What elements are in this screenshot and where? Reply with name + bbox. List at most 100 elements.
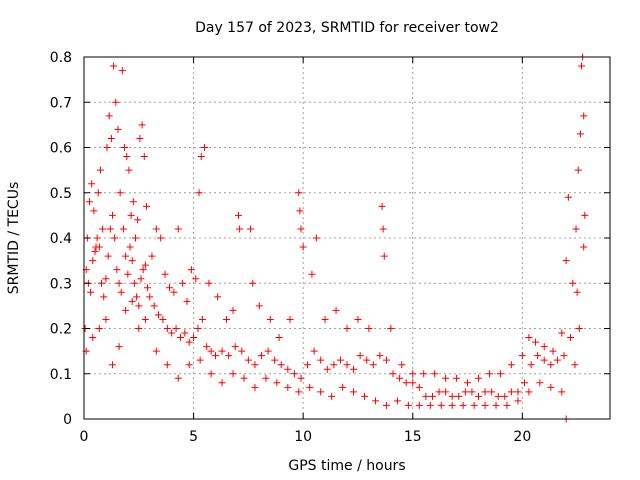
data-point xyxy=(132,234,140,242)
data-point xyxy=(332,306,340,314)
data-point xyxy=(222,315,230,323)
data-point xyxy=(118,67,126,75)
data-point xyxy=(336,356,344,364)
data-point xyxy=(297,374,305,382)
data-point xyxy=(459,401,467,409)
data-point xyxy=(379,225,387,233)
data-point xyxy=(185,338,193,346)
data-point xyxy=(130,279,138,287)
data-point xyxy=(244,356,252,364)
data-point xyxy=(356,352,364,360)
data-point xyxy=(128,257,136,265)
data-point xyxy=(317,356,325,364)
data-point xyxy=(214,293,222,301)
data-point xyxy=(146,293,154,301)
data-point xyxy=(198,315,206,323)
data-point xyxy=(575,325,583,332)
data-point xyxy=(461,388,469,396)
data-point xyxy=(547,361,555,369)
data-point xyxy=(100,293,108,301)
data-point xyxy=(117,288,125,296)
y-tick-label: 0.3 xyxy=(50,276,72,292)
data-point xyxy=(133,293,141,301)
data-point xyxy=(150,302,158,310)
data-point xyxy=(207,370,215,378)
data-point xyxy=(343,325,351,332)
data-point xyxy=(176,334,184,342)
data-point xyxy=(420,370,428,378)
data-point xyxy=(163,325,171,332)
data-point xyxy=(225,352,233,360)
data-point xyxy=(94,189,102,197)
data-point xyxy=(231,343,239,351)
data-point xyxy=(92,243,100,251)
data-point xyxy=(409,379,417,387)
x-tick-label: 10 xyxy=(294,429,312,445)
data-point xyxy=(134,216,142,224)
data-point xyxy=(578,62,586,70)
data-point xyxy=(93,234,101,242)
data-point xyxy=(115,279,123,287)
data-point xyxy=(396,374,404,382)
data-point xyxy=(468,388,476,396)
data-point xyxy=(295,388,303,396)
data-point xyxy=(140,153,148,161)
data-point xyxy=(273,379,281,387)
data-point xyxy=(229,306,237,314)
data-points xyxy=(81,53,589,423)
data-point xyxy=(284,365,292,373)
data-point xyxy=(108,211,116,219)
data-point xyxy=(402,379,410,387)
data-point xyxy=(521,379,529,387)
data-point xyxy=(144,284,152,292)
data-point xyxy=(317,388,325,396)
data-point xyxy=(455,392,463,400)
data-point xyxy=(194,325,202,332)
data-point xyxy=(371,397,379,405)
y-tick-label: 0.7 xyxy=(50,95,72,111)
data-point xyxy=(142,202,150,210)
data-point xyxy=(404,401,412,409)
data-point xyxy=(110,62,118,70)
data-point xyxy=(581,211,589,219)
data-point xyxy=(174,225,182,233)
data-point xyxy=(296,207,304,215)
data-point xyxy=(534,352,542,360)
data-point xyxy=(488,388,496,396)
data-point xyxy=(99,225,107,233)
data-point xyxy=(286,315,294,323)
data-point xyxy=(574,166,582,174)
x-tick-label: 15 xyxy=(404,429,422,445)
data-point xyxy=(507,388,515,396)
data-point xyxy=(422,392,430,400)
data-point xyxy=(139,266,147,274)
data-point xyxy=(514,397,522,405)
data-point xyxy=(179,279,187,287)
data-point xyxy=(481,401,489,409)
data-point xyxy=(297,225,305,233)
data-point xyxy=(195,189,203,197)
data-point xyxy=(116,189,124,197)
data-point xyxy=(201,144,209,151)
data-point xyxy=(382,401,390,409)
data-point xyxy=(560,352,568,360)
data-point xyxy=(387,325,395,332)
data-point xyxy=(98,279,106,287)
data-point xyxy=(442,374,450,382)
data-point xyxy=(258,352,266,360)
data-point xyxy=(501,392,509,400)
data-point xyxy=(481,388,489,396)
data-point xyxy=(525,334,533,342)
data-point xyxy=(91,248,99,256)
data-point xyxy=(152,225,160,233)
data-point xyxy=(576,130,584,138)
data-point xyxy=(569,279,577,287)
data-point xyxy=(87,288,95,296)
y-tick-label: 0.4 xyxy=(50,231,72,247)
data-point xyxy=(247,225,255,233)
data-point xyxy=(103,144,111,151)
data-point xyxy=(514,388,522,396)
data-point xyxy=(141,261,149,269)
data-point xyxy=(102,275,110,283)
data-point xyxy=(124,270,132,278)
